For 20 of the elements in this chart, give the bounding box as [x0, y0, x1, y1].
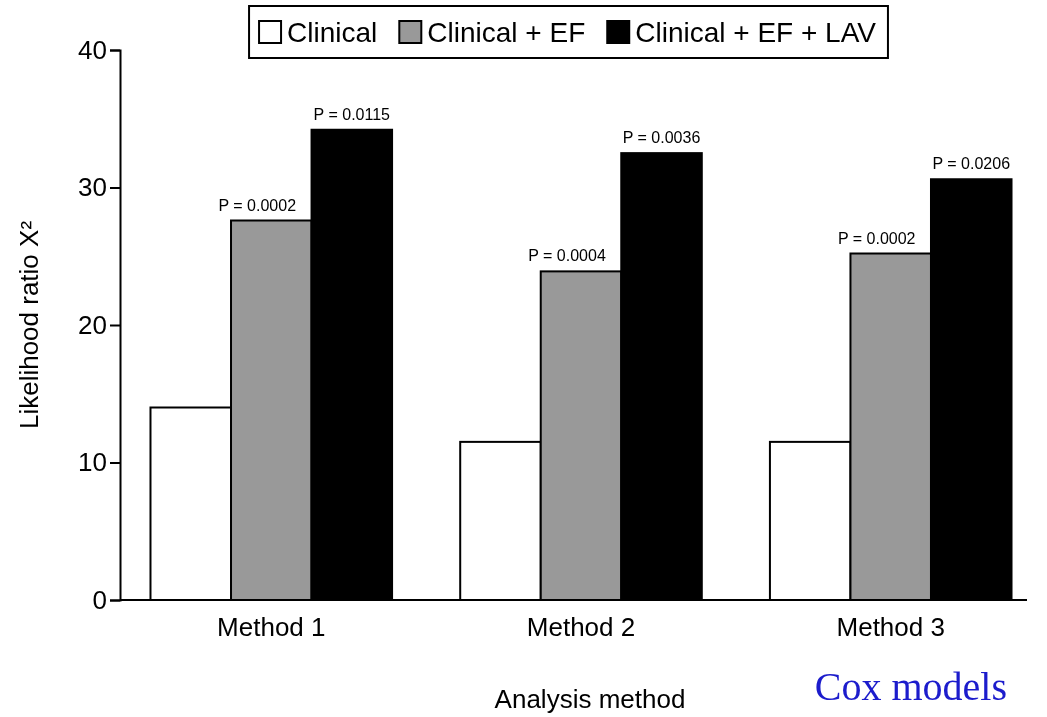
- y-axis-title: Likelihood ratio X²: [14, 220, 44, 430]
- annotation: P = 0.0002: [218, 196, 297, 214]
- y-tick-label: 20: [78, 309, 107, 340]
- y-tick-label: 0: [92, 584, 107, 615]
- y-tick-label: 40: [78, 34, 107, 65]
- x-tick-label: Method 3: [836, 612, 945, 643]
- legend-label: Clinical + EF: [427, 17, 586, 48]
- y-tick-label: 30: [78, 172, 107, 203]
- legend-label: Clinical + EF + LAV: [635, 17, 877, 48]
- text: Cox models: [814, 664, 1007, 709]
- annotation: P = 0.0115: [313, 105, 391, 123]
- y-tick-label: 10: [78, 447, 107, 478]
- x-axis-title: Analysis method: [494, 684, 686, 714]
- annotation: P = 0.0004: [528, 247, 606, 265]
- annotation: P = 0.0206: [932, 155, 1011, 173]
- x-tick-label: Method 1: [217, 612, 326, 643]
- annotation: P = 0.0036: [622, 129, 701, 147]
- annotation: P = 0.0002: [837, 229, 916, 247]
- legend-label: Clinical: [287, 17, 378, 48]
- x-tick-label: Method 2: [526, 612, 636, 643]
